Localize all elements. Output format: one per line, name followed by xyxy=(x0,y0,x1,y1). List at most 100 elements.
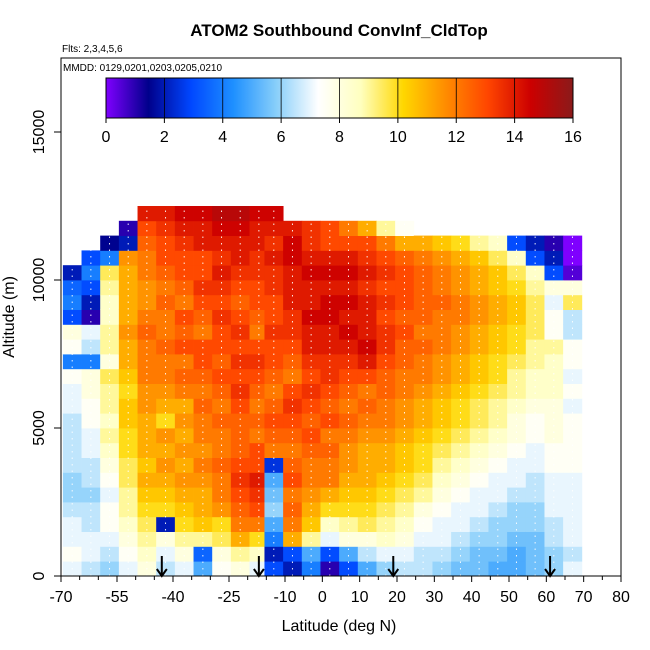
heatmap-cell xyxy=(174,324,194,340)
heatmap-cell xyxy=(249,368,269,384)
heatmap-cell xyxy=(264,309,284,325)
heatmap-cell xyxy=(469,354,489,370)
heatmap-cell xyxy=(544,428,564,444)
heatmap-cell xyxy=(137,413,157,429)
heatmap-cell xyxy=(469,413,489,429)
heatmap-cell xyxy=(100,487,120,503)
colorbar-tick-label: 0 xyxy=(102,129,111,146)
heatmap-cell xyxy=(395,383,415,399)
heatmap-cell xyxy=(320,413,340,429)
heatmap-cell xyxy=(469,265,489,281)
heatmap-cell xyxy=(81,546,101,562)
heatmap-cell xyxy=(451,368,471,384)
heatmap-cell xyxy=(376,472,396,488)
heatmap-cell xyxy=(156,354,176,370)
heatmap-cell xyxy=(320,368,340,384)
heatmap-cell xyxy=(469,442,489,458)
heatmap-cell xyxy=(264,531,284,547)
heatmap-cell xyxy=(212,516,232,532)
heatmap-cell xyxy=(62,487,82,503)
x-tick-label: 0 xyxy=(318,589,327,606)
heatmap-cell xyxy=(212,250,232,266)
x-tick-label: 10 xyxy=(351,589,369,606)
heatmap-cell xyxy=(156,428,176,444)
heatmap-cell xyxy=(118,383,138,399)
heatmap-cell xyxy=(62,472,82,488)
heatmap-cell xyxy=(118,546,138,562)
heatmap-cell xyxy=(563,250,583,266)
heatmap-cell xyxy=(413,546,433,562)
heatmap-cell xyxy=(249,339,269,355)
heatmap-cell xyxy=(339,413,359,429)
y-axis-label: Altitude (m) xyxy=(1,276,18,358)
heatmap-cell xyxy=(339,265,359,281)
heatmap-cell xyxy=(174,368,194,384)
heatmap-cell xyxy=(249,309,269,325)
heatmap-cell xyxy=(137,309,157,325)
heatmap-cell xyxy=(137,354,157,370)
heatmap-cell xyxy=(525,546,545,562)
heatmap-cell xyxy=(230,472,250,488)
heatmap-cell xyxy=(118,220,138,236)
heatmap-cell xyxy=(544,368,564,384)
heatmap-cell xyxy=(357,546,377,562)
heatmap-cell xyxy=(507,472,527,488)
heatmap-cell xyxy=(395,368,415,384)
heatmap-cell xyxy=(212,428,232,444)
heatmap-cell xyxy=(488,354,508,370)
heatmap-cell xyxy=(137,383,157,399)
heatmap-cell xyxy=(451,250,471,266)
heatmap-cell xyxy=(137,531,157,547)
heatmap-cell xyxy=(376,546,396,562)
heatmap-cell xyxy=(339,280,359,296)
heatmap-cell xyxy=(413,383,433,399)
y-tick-label: 0 xyxy=(31,571,48,580)
heatmap-cell xyxy=(81,368,101,384)
heatmap-cell xyxy=(137,280,157,296)
heatmap-cell xyxy=(413,309,433,325)
heatmap-cells xyxy=(62,206,583,576)
heatmap-cell xyxy=(357,487,377,503)
heatmap-cell xyxy=(544,487,564,503)
heatmap-cell xyxy=(100,250,120,266)
heatmap-cell xyxy=(395,250,415,266)
heatmap-cell xyxy=(100,413,120,429)
heatmap-cell xyxy=(469,250,489,266)
heatmap-cell xyxy=(62,442,82,458)
heatmap-cell xyxy=(507,383,527,399)
heatmap-cell xyxy=(413,339,433,355)
heatmap-cell xyxy=(174,250,194,266)
heatmap-cell xyxy=(249,280,269,296)
heatmap-cell xyxy=(339,472,359,488)
heatmap-cell xyxy=(339,339,359,355)
heatmap-cell xyxy=(283,250,303,266)
heatmap-cell xyxy=(81,309,101,325)
heatmap-cell xyxy=(283,531,303,547)
colorbar-ticks: 0 2 4 6 8 10 12 14 16 xyxy=(102,78,582,146)
heatmap-cell xyxy=(264,383,284,399)
heatmap-cell xyxy=(376,280,396,296)
y-tick-label: 15000 xyxy=(31,110,48,155)
heatmap-cell xyxy=(230,442,250,458)
heatmap-cell xyxy=(451,546,471,562)
heatmap-cell xyxy=(469,309,489,325)
heatmap-cell xyxy=(432,516,452,532)
heatmap-cell xyxy=(544,472,564,488)
heatmap-cell xyxy=(563,413,583,429)
heatmap-cell xyxy=(283,368,303,384)
heatmap-cell xyxy=(230,324,250,340)
heatmap-cell xyxy=(156,487,176,503)
heatmap-cell xyxy=(174,442,194,458)
heatmap-cell xyxy=(488,309,508,325)
heatmap-cell xyxy=(212,531,232,547)
heatmap-cell xyxy=(264,220,284,236)
heatmap-cell xyxy=(193,368,213,384)
heatmap-cell xyxy=(432,428,452,444)
heatmap-cell xyxy=(301,354,321,370)
heatmap-cell xyxy=(81,472,101,488)
heatmap-cell xyxy=(376,250,396,266)
heatmap-cell xyxy=(212,442,232,458)
heatmap-cell xyxy=(544,413,564,429)
heatmap-cell xyxy=(301,309,321,325)
